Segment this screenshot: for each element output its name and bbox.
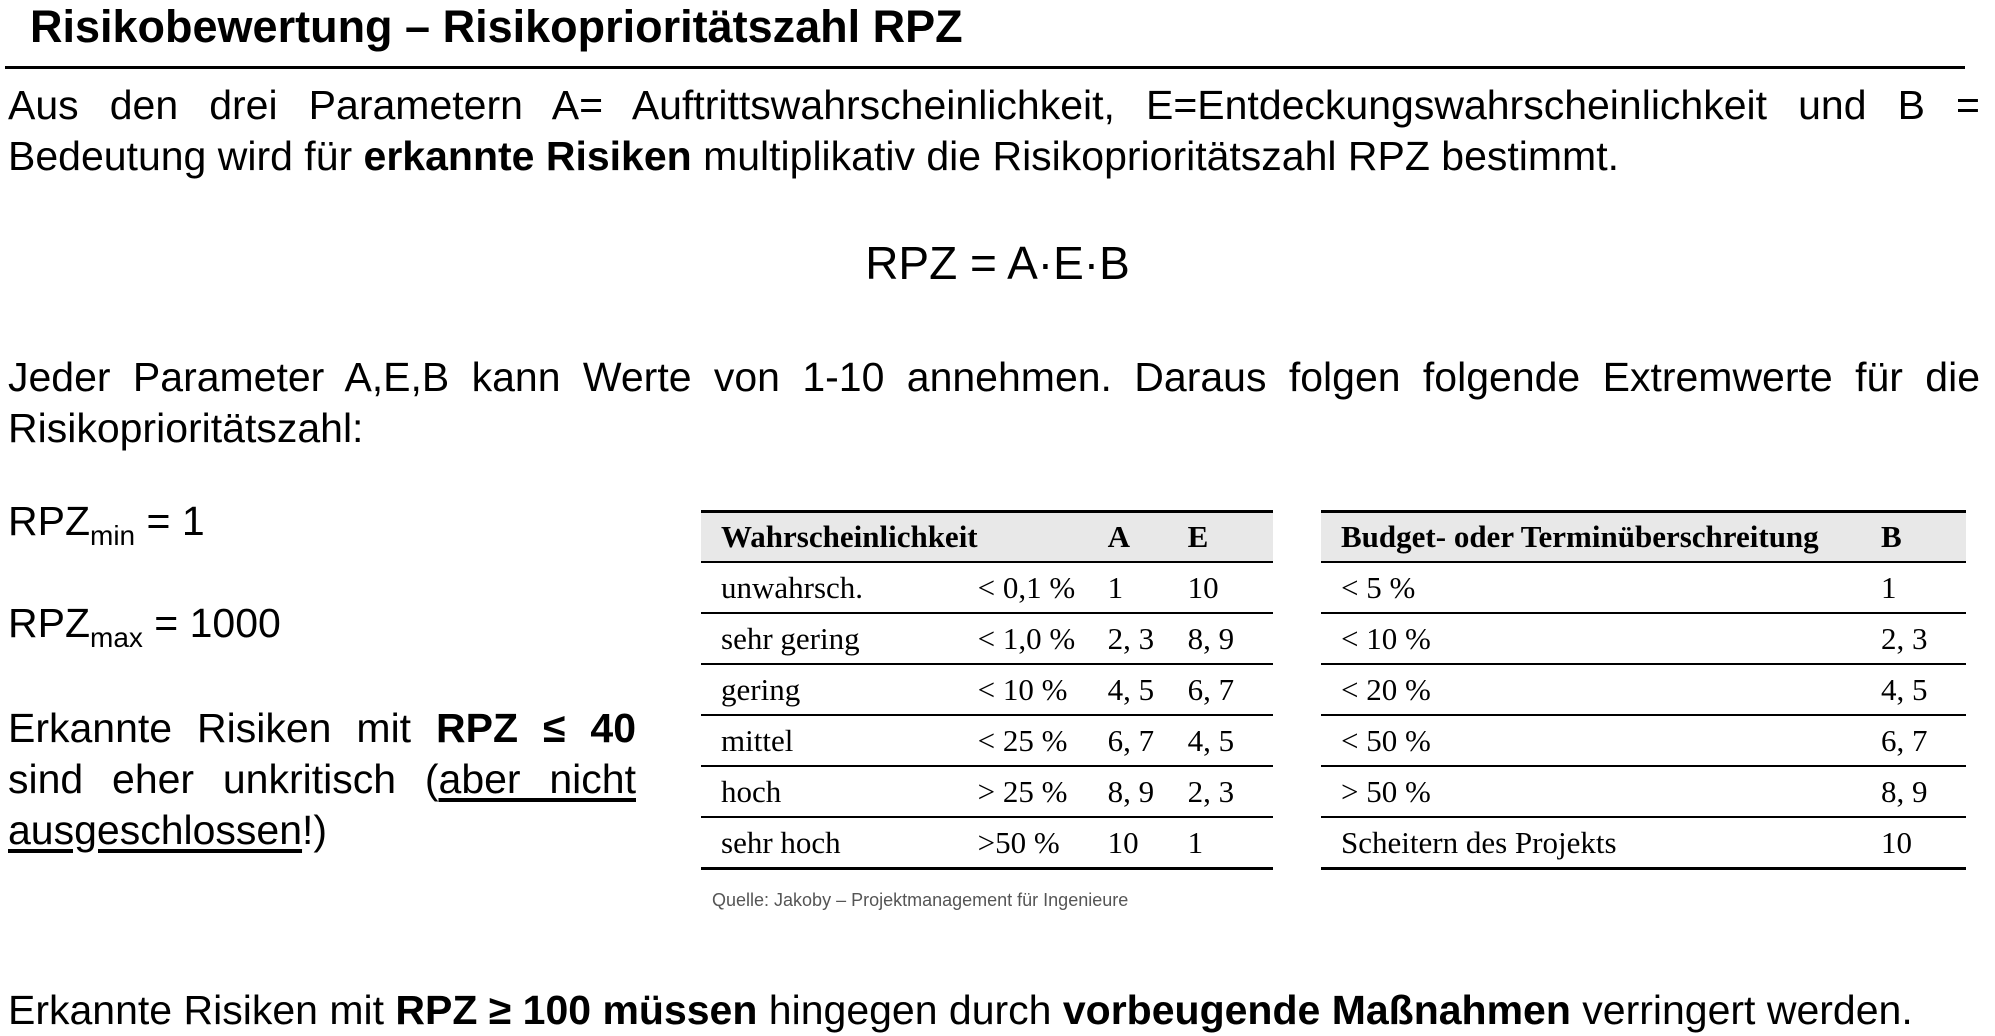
uncritical-text: Erkannte Risiken mit bbox=[8, 705, 437, 751]
table-row: < 50 % 6, 7 bbox=[1321, 715, 1966, 767]
column-header: E bbox=[1187, 510, 1273, 563]
table-cell: 2, 3 bbox=[1187, 766, 1273, 818]
column-header: Wahrscheinlichkeit bbox=[701, 510, 978, 563]
table-cell: sehr gering bbox=[701, 613, 978, 665]
table-row: sehr gering < 1,0 % 2, 3 8, 9 bbox=[701, 613, 1273, 665]
table-cell: < 1,0 % bbox=[977, 613, 1108, 665]
intro-bold-text: erkannte Risiken bbox=[363, 133, 692, 179]
rpz-min-base: RPZ bbox=[8, 498, 90, 544]
table-cell: < 20 % bbox=[1321, 664, 1881, 716]
conclusion-text-mid: hingegen durch bbox=[757, 987, 1063, 1033]
table-cell: 10 bbox=[1881, 817, 1966, 870]
table-cell: Scheitern des Projekts bbox=[1321, 817, 1881, 870]
table-row: > 50 % 8, 9 bbox=[1321, 766, 1966, 818]
table-cell: < 10 % bbox=[1321, 613, 1881, 665]
table-row: < 20 % 4, 5 bbox=[1321, 664, 1966, 716]
rpz-max-value: = 1000 bbox=[142, 600, 281, 646]
uncritical-bold-text: RPZ ≤ 40 bbox=[436, 705, 637, 751]
table-cell: < 25 % bbox=[977, 715, 1108, 767]
table-cell: 1 bbox=[1107, 562, 1188, 614]
table-cell: 6, 7 bbox=[1881, 715, 1966, 767]
table-cell: 6, 7 bbox=[1107, 715, 1188, 767]
table-cell: < 0,1 % bbox=[977, 562, 1108, 614]
uncritical-paragraph: Erkannte Risiken mit RPZ ≤ 40 sind eher … bbox=[8, 703, 636, 856]
conclusion-paragraph: Erkannte Risiken mit RPZ ≥ 100 müssen hi… bbox=[8, 985, 1913, 1036]
table-cell: hoch bbox=[701, 766, 978, 818]
table-cell: < 5 % bbox=[1321, 562, 1881, 614]
source-caption: Quelle: Jakoby – Projektmanagement für I… bbox=[712, 890, 1129, 910]
table-cell: >50 % bbox=[977, 817, 1108, 870]
rpz-max-subscript: max bbox=[90, 622, 143, 653]
table-cell: 1 bbox=[1881, 562, 1966, 614]
conclusion-bold-measures: vorbeugende Maßnahmen bbox=[1062, 987, 1571, 1033]
table-cell: 4, 5 bbox=[1107, 664, 1188, 716]
uncritical-text-mid: sind eher unkritisch ( bbox=[8, 756, 439, 802]
intro-text-end: multiplikativ die Risikoprioritätszahl R… bbox=[691, 133, 1619, 179]
table-cell: 8, 9 bbox=[1187, 613, 1273, 665]
table-cell: > 50 % bbox=[1321, 766, 1881, 818]
table-row: sehr hoch >50 % 10 1 bbox=[701, 817, 1273, 870]
table-cell: 10 bbox=[1107, 817, 1188, 870]
table-cell: 6, 7 bbox=[1187, 664, 1273, 716]
table-cell: < 50 % bbox=[1321, 715, 1881, 767]
uncritical-underlined-text: aber nicht ausgeschlossen bbox=[8, 756, 636, 853]
table-row: hoch > 25 % 8, 9 2, 3 bbox=[701, 766, 1273, 818]
table-row: < 10 % 2, 3 bbox=[1321, 613, 1966, 665]
rpz-min-line: RPZmin = 1 bbox=[8, 496, 205, 550]
table-header-row: Wahrscheinlichkeit A E bbox=[701, 510, 1273, 563]
column-header: A bbox=[1107, 510, 1188, 563]
rpz-max-base: RPZ bbox=[8, 600, 90, 646]
rpz-min-value: = 1 bbox=[135, 498, 205, 544]
rpz-max-line: RPZmax = 1000 bbox=[8, 598, 281, 652]
table-cell: 2, 3 bbox=[1881, 613, 1966, 665]
title-divider bbox=[5, 66, 1965, 69]
probability-table: Wahrscheinlichkeit A E unwahrsch. < 0,1 … bbox=[701, 510, 1273, 870]
parameter-paragraph: Jeder Parameter A,E,B kann Werte von 1-1… bbox=[8, 354, 1980, 451]
page-title: Risikobewertung – Risikoprioritätszahl R… bbox=[30, 1, 963, 52]
table-row: Scheitern des Projekts 10 bbox=[1321, 817, 1966, 870]
budget-table: Budget- oder Terminüberschreitung B < 5 … bbox=[1321, 510, 1966, 870]
table-cell: 4, 5 bbox=[1881, 664, 1966, 716]
table-cell: 8, 9 bbox=[1107, 766, 1188, 818]
rpz-min-subscript: min bbox=[90, 520, 136, 551]
table-row: < 5 % 1 bbox=[1321, 562, 1966, 614]
table-cell: gering bbox=[701, 664, 978, 716]
table-row: mittel < 25 % 6, 7 4, 5 bbox=[701, 715, 1273, 767]
table-cell: 8, 9 bbox=[1881, 766, 1966, 818]
table-row: gering < 10 % 4, 5 6, 7 bbox=[701, 664, 1273, 716]
column-header: Budget- oder Terminüberschreitung bbox=[1321, 510, 1881, 563]
table-cell: unwahrsch. bbox=[701, 562, 978, 614]
table-cell: < 10 % bbox=[977, 664, 1108, 716]
table-cell: sehr hoch bbox=[701, 817, 978, 870]
table-cell: > 25 % bbox=[977, 766, 1108, 818]
table-cell: 2, 3 bbox=[1107, 613, 1188, 665]
column-header: B bbox=[1881, 510, 1966, 563]
table-row: unwahrsch. < 0,1 % 1 10 bbox=[701, 562, 1273, 614]
table-cell: 10 bbox=[1187, 562, 1273, 614]
conclusion-text-end: verringert werden. bbox=[1570, 987, 1913, 1033]
column-header bbox=[977, 510, 1108, 563]
rpz-formula: RPZ = A·E·B bbox=[865, 237, 1130, 289]
table-header-row: Budget- oder Terminüberschreitung B bbox=[1321, 510, 1966, 563]
uncritical-text-end: !) bbox=[302, 807, 328, 853]
conclusion-text: Erkannte Risiken mit bbox=[8, 987, 396, 1033]
table-cell: 1 bbox=[1187, 817, 1273, 870]
table-cell: 4, 5 bbox=[1187, 715, 1273, 767]
conclusion-bold-threshold: RPZ ≥ 100 müssen bbox=[395, 987, 758, 1033]
table-cell: mittel bbox=[701, 715, 978, 767]
intro-text: Aus den drei Parametern A= Auftrittswahr… bbox=[8, 82, 1980, 179]
intro-paragraph: Aus den drei Parametern A= Auftrittswahr… bbox=[8, 80, 1980, 182]
